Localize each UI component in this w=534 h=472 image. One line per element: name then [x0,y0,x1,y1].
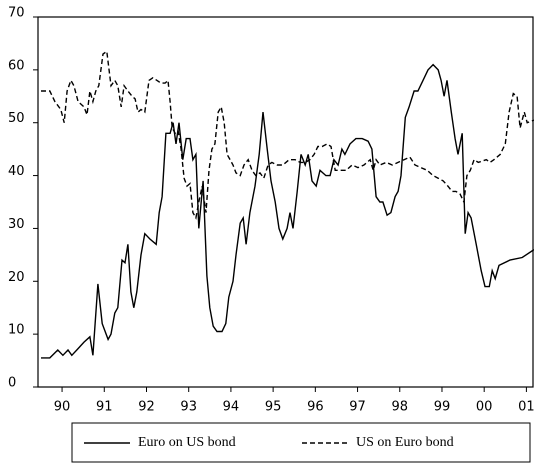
series-line [41,50,534,220]
y-tick-label: 10 [8,323,25,338]
x-tick-label: 00 [476,400,493,415]
y-tick-label: 50 [8,111,25,126]
y-tick-label: 40 [8,164,25,179]
y-tick-label: 20 [8,270,25,285]
legend-box [71,422,531,463]
legend-label: US on Euro bond [356,435,454,450]
series-line [41,63,534,359]
x-tick-label: 94 [223,400,240,415]
y-tick-label: 70 [8,6,25,21]
x-tick-label: 96 [307,400,324,415]
x-tick-label: 01 [518,400,534,415]
x-tick-label: 97 [349,400,366,415]
x-tick-label: 98 [391,400,408,415]
x-tick-label: 93 [180,400,197,415]
y-tick-label: 30 [8,217,25,232]
y-tick-label: 0 [8,376,16,391]
x-tick-label: 91 [96,400,113,415]
legend-label: Euro on US bond [138,435,236,450]
x-tick-label: 92 [138,400,155,415]
x-tick-label: 95 [265,400,282,415]
axes: 0 10 20 30 40 50 60 70 90 91 92 93 94 95 96 97 98 99 00 01 [8,6,534,415]
plot-frame [37,16,534,388]
x-tick-label: 99 [434,400,451,415]
y-tick-label: 60 [8,58,25,73]
x-tick-label: 90 [54,400,71,415]
